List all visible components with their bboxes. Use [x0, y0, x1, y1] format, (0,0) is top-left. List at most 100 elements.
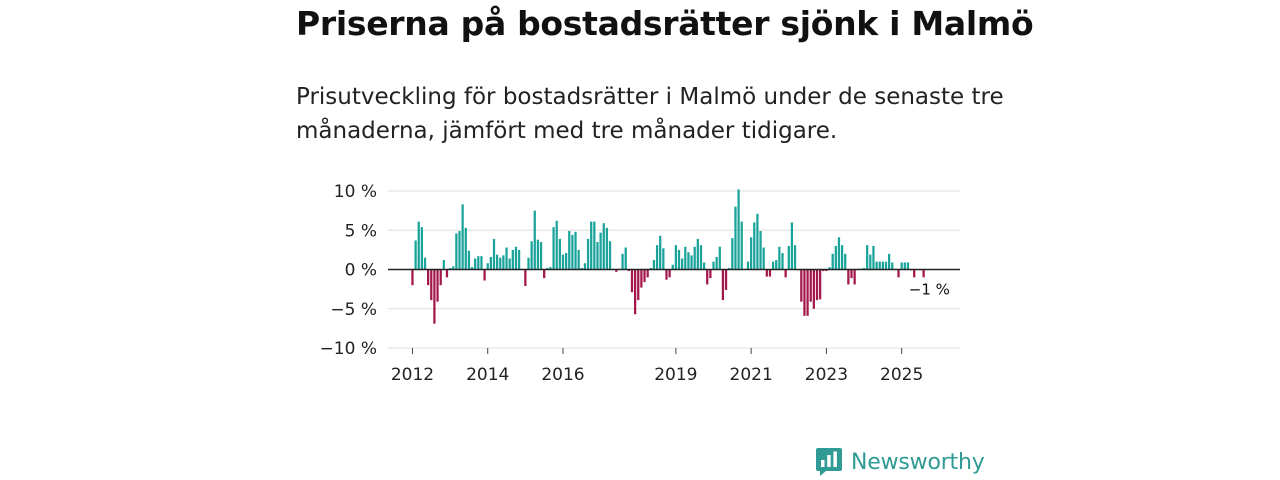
bar [568, 231, 571, 270]
bar [414, 240, 417, 270]
chart-title: Priserna på bostadsrätter sjönk i Malmö [296, 4, 1034, 43]
bar [866, 245, 869, 270]
grid-lines [388, 190, 960, 349]
bar [765, 269, 768, 277]
bar [640, 269, 643, 288]
bar [815, 269, 819, 301]
bar [803, 269, 806, 316]
bar [869, 254, 872, 270]
newsworthy-brand[interactable]: Newsworthy [815, 446, 985, 478]
y-axis-labels: 10 % 5 % 0 % −5 % −10 % [320, 182, 377, 359]
bar [668, 269, 671, 278]
newsworthy-logo-icon [816, 448, 842, 476]
bar [420, 227, 423, 270]
bar [574, 231, 577, 270]
bar [659, 235, 662, 270]
bar [655, 245, 659, 270]
bar [831, 253, 834, 270]
bar [549, 267, 552, 270]
bar [427, 269, 430, 286]
bar [483, 269, 486, 281]
bar [740, 221, 743, 270]
bar [608, 241, 612, 270]
bar [480, 256, 483, 270]
bar [621, 253, 624, 270]
bar [768, 269, 772, 277]
x-axis-labels: 2012 2014 2016 2019 2021 2023 2025 [391, 365, 923, 385]
y-tick-label: −5 % [330, 300, 377, 320]
bar [853, 269, 856, 285]
bar [624, 247, 627, 270]
bar [539, 242, 543, 270]
bar [702, 262, 706, 270]
bar [771, 261, 775, 270]
bar [897, 269, 900, 278]
bar [690, 255, 693, 270]
y-tick-label: 0 % [345, 261, 377, 281]
bars [411, 189, 932, 324]
bar [417, 221, 420, 270]
bar [888, 253, 891, 270]
bar [684, 246, 687, 270]
bar [784, 269, 787, 278]
bar [718, 246, 721, 270]
bar [646, 269, 649, 278]
bar [900, 262, 903, 270]
y-tick-label: 5 % [345, 221, 377, 241]
bar [800, 269, 803, 302]
bar [753, 222, 756, 270]
bar [844, 253, 847, 270]
bar [524, 269, 527, 286]
bar [474, 258, 477, 270]
bar [878, 261, 881, 270]
x-tick-label: 2021 [730, 365, 773, 385]
bar [527, 257, 530, 270]
bar [590, 221, 593, 270]
last-value-label: −1 % [909, 281, 950, 299]
bar [558, 238, 561, 270]
bar [411, 269, 414, 286]
bar [430, 269, 433, 301]
bar [596, 242, 599, 270]
bar [906, 262, 910, 270]
bar [913, 269, 916, 278]
x-tick-label: 2019 [654, 365, 697, 385]
bar [699, 245, 703, 270]
bar [731, 238, 734, 270]
bar [439, 269, 442, 286]
bar [834, 245, 837, 270]
bar [756, 213, 759, 270]
bar [499, 257, 502, 270]
bar [762, 247, 765, 270]
bar [452, 266, 455, 270]
bar [586, 238, 590, 270]
bar [643, 269, 646, 283]
chart-subtitle: Prisutveckling för bostadsrätter i Malmö… [296, 84, 1004, 144]
bar [486, 263, 489, 270]
x-axis-ticks [411, 348, 903, 354]
bar [502, 255, 505, 270]
bar [508, 258, 511, 270]
bar [571, 234, 574, 270]
y-tick-label: 10 % [334, 182, 377, 202]
bar [872, 245, 875, 270]
bar [828, 267, 831, 270]
bar [630, 269, 634, 293]
bar [470, 267, 474, 270]
bar [840, 245, 844, 270]
bar [687, 252, 690, 270]
bar [637, 269, 640, 301]
bar [809, 269, 812, 302]
bar [781, 253, 784, 270]
bar [615, 269, 618, 272]
bar [793, 245, 797, 270]
bar [602, 223, 605, 270]
bar [837, 237, 841, 270]
bar [819, 269, 822, 300]
bar [750, 237, 753, 270]
bar [543, 269, 546, 279]
bar [652, 260, 656, 270]
bar [496, 254, 499, 270]
bar [599, 232, 602, 270]
